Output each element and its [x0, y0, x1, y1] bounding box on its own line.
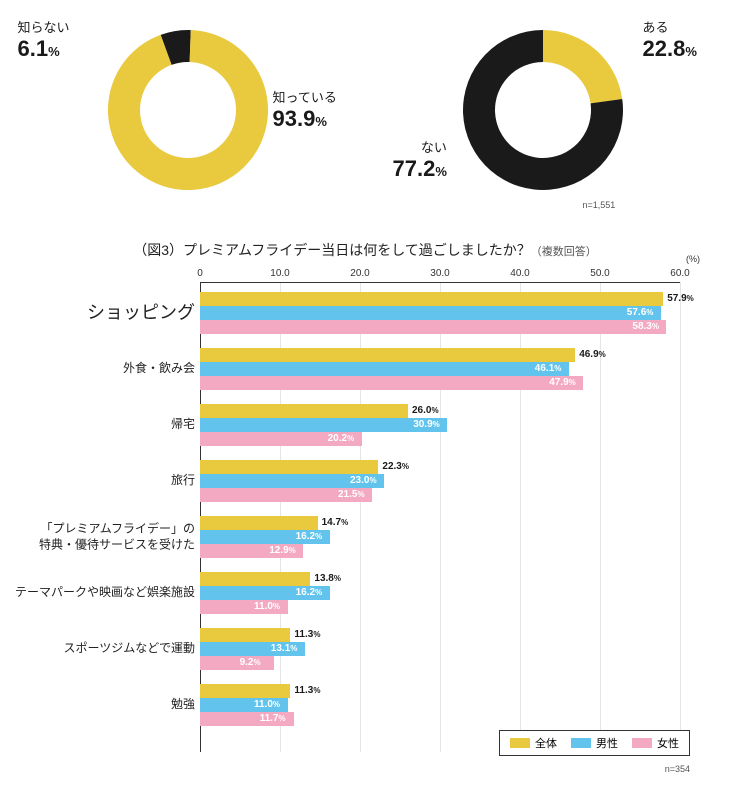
bar-value: 20.2%	[328, 432, 355, 446]
legend-item: 男性	[571, 735, 618, 751]
x-tick: 0	[197, 268, 203, 279]
bar-value: 57.9%	[667, 292, 694, 306]
x-tick: 60.0	[670, 268, 689, 279]
donut-chart-experience: ある 22.8% ない 77.2% n=1,551	[373, 10, 713, 210]
x-tick: 50.0	[590, 268, 609, 279]
bar-value: 11.3%	[294, 628, 320, 642]
bar-value: 22.3%	[382, 460, 409, 474]
bar-value: 11.7%	[260, 712, 286, 726]
donut-svg-2	[453, 20, 633, 200]
category-label: テーマパークや映画など娯楽施設	[15, 585, 195, 601]
donut1-label-right: 知っている 93.9%	[273, 90, 337, 132]
bar-value: 58.3%	[632, 320, 659, 334]
bar-chart: (%) n=354 010.020.030.040.050.060.0ショッピン…	[200, 270, 700, 770]
bar	[200, 320, 666, 334]
bar	[200, 418, 447, 432]
bar-value: 13.8%	[314, 572, 341, 586]
bar-value: 46.9%	[579, 348, 606, 362]
bar-value: 16.2%	[296, 530, 323, 544]
bar	[200, 460, 378, 474]
bar-value: 12.9%	[269, 544, 296, 558]
legend-item: 全体	[510, 735, 557, 751]
bar-title-prefix: （図3）	[133, 242, 183, 258]
bar-value: 57.6%	[627, 306, 654, 320]
category-label: ショッピング	[15, 301, 195, 324]
bar-n-note: n=354	[665, 764, 690, 774]
bar-value: 11.3%	[294, 684, 320, 698]
donut1-value-left: 6.1	[18, 36, 49, 61]
donut2-value-right: 22.8	[643, 36, 686, 61]
bar-chart-title: （図3）プレミアムフライデー当日は何をして過ごしましたか？（複数回答）	[10, 240, 720, 260]
bar-value: 14.7%	[322, 516, 349, 530]
bar-value: 26.0%	[412, 404, 439, 418]
bar	[200, 656, 274, 670]
bar-value: 11.0%	[254, 698, 280, 712]
x-tick: 40.0	[510, 268, 529, 279]
bar-value: 13.1%	[271, 642, 298, 656]
legend-label: 全体	[535, 735, 557, 751]
donut2-label-left: ない 77.2%	[393, 140, 447, 182]
donut1-label-left-text: 知らない	[18, 20, 70, 35]
legend-swatch	[571, 738, 591, 748]
donut1-value-right: 93.9	[273, 106, 316, 131]
bar	[200, 362, 569, 376]
bar	[200, 404, 408, 418]
category-group: ショッピング57.9%57.6%58.3%	[200, 292, 700, 334]
bar-value: 46.1%	[535, 362, 562, 376]
bar	[200, 376, 583, 390]
donut-chart-awareness: 知らない 6.1% 知っている 93.9%	[18, 10, 358, 210]
x-tick: 10.0	[270, 268, 289, 279]
legend-swatch	[510, 738, 530, 748]
donut2-value-left: 77.2	[393, 156, 436, 181]
legend-label: 男性	[596, 735, 618, 751]
legend-label: 女性	[657, 735, 679, 751]
category-label: スポーツジムなどで運動	[15, 641, 195, 657]
donut1-label-right-text: 知っている	[273, 90, 337, 105]
bar-title-sub: （複数回答）	[531, 246, 597, 258]
donut-svg-1	[98, 20, 278, 200]
bar	[200, 306, 661, 320]
donut2-label-right: ある 22.8%	[643, 20, 697, 62]
category-group: 勉強11.3%11.0%11.7%	[200, 684, 700, 726]
donut1-label-left: 知らない 6.1%	[18, 20, 70, 62]
bar-value: 23.0%	[350, 474, 377, 488]
bar-value: 21.5%	[338, 488, 365, 502]
category-group: 外食・飲み会46.9%46.1%47.9%	[200, 348, 700, 390]
donut-charts-row: 知らない 6.1% 知っている 93.9% ある 22.8% ない 77.2% …	[10, 10, 720, 210]
bar-title-text: プレミアムフライデー当日は何をして過ごしましたか？	[183, 242, 531, 258]
donut2-n-note: n=1,551	[583, 200, 616, 210]
donut2-label-right-text: ある	[643, 20, 669, 35]
bar	[200, 348, 575, 362]
category-group: テーマパークや映画など娯楽施設13.8%16.2%11.0%	[200, 572, 700, 614]
bar-value: 9.2%	[240, 656, 261, 670]
x-tick: 30.0	[430, 268, 449, 279]
x-axis	[200, 282, 680, 283]
bar-value: 11.0%	[254, 600, 280, 614]
category-label: 外食・飲み会	[15, 361, 195, 377]
bar	[200, 572, 310, 586]
category-label: 帰宅	[15, 417, 195, 433]
legend-item: 女性	[632, 735, 679, 751]
category-group: 「プレミアムフライデー」の特典・優待サービスを受けた14.7%16.2%12.9…	[200, 516, 700, 558]
category-group: 旅行22.3%23.0%21.5%	[200, 460, 700, 502]
bar	[200, 628, 290, 642]
bar	[200, 684, 290, 698]
category-group: 帰宅26.0%30.9%20.2%	[200, 404, 700, 446]
category-group: スポーツジムなどで運動11.3%13.1%9.2%	[200, 628, 700, 670]
x-tick: 20.0	[350, 268, 369, 279]
bar-value: 16.2%	[296, 586, 323, 600]
category-label: 「プレミアムフライデー」の特典・優待サービスを受けた	[15, 521, 195, 552]
bar	[200, 292, 663, 306]
category-label: 勉強	[15, 697, 195, 713]
legend-swatch	[632, 738, 652, 748]
bar-value: 47.9%	[549, 376, 576, 390]
legend: 全体 男性 女性	[499, 730, 690, 756]
category-label: 旅行	[15, 473, 195, 489]
bar-value: 30.9%	[413, 418, 440, 432]
unit-label: (%)	[686, 254, 700, 264]
bar	[200, 516, 318, 530]
donut2-label-left-text: ない	[421, 140, 447, 155]
